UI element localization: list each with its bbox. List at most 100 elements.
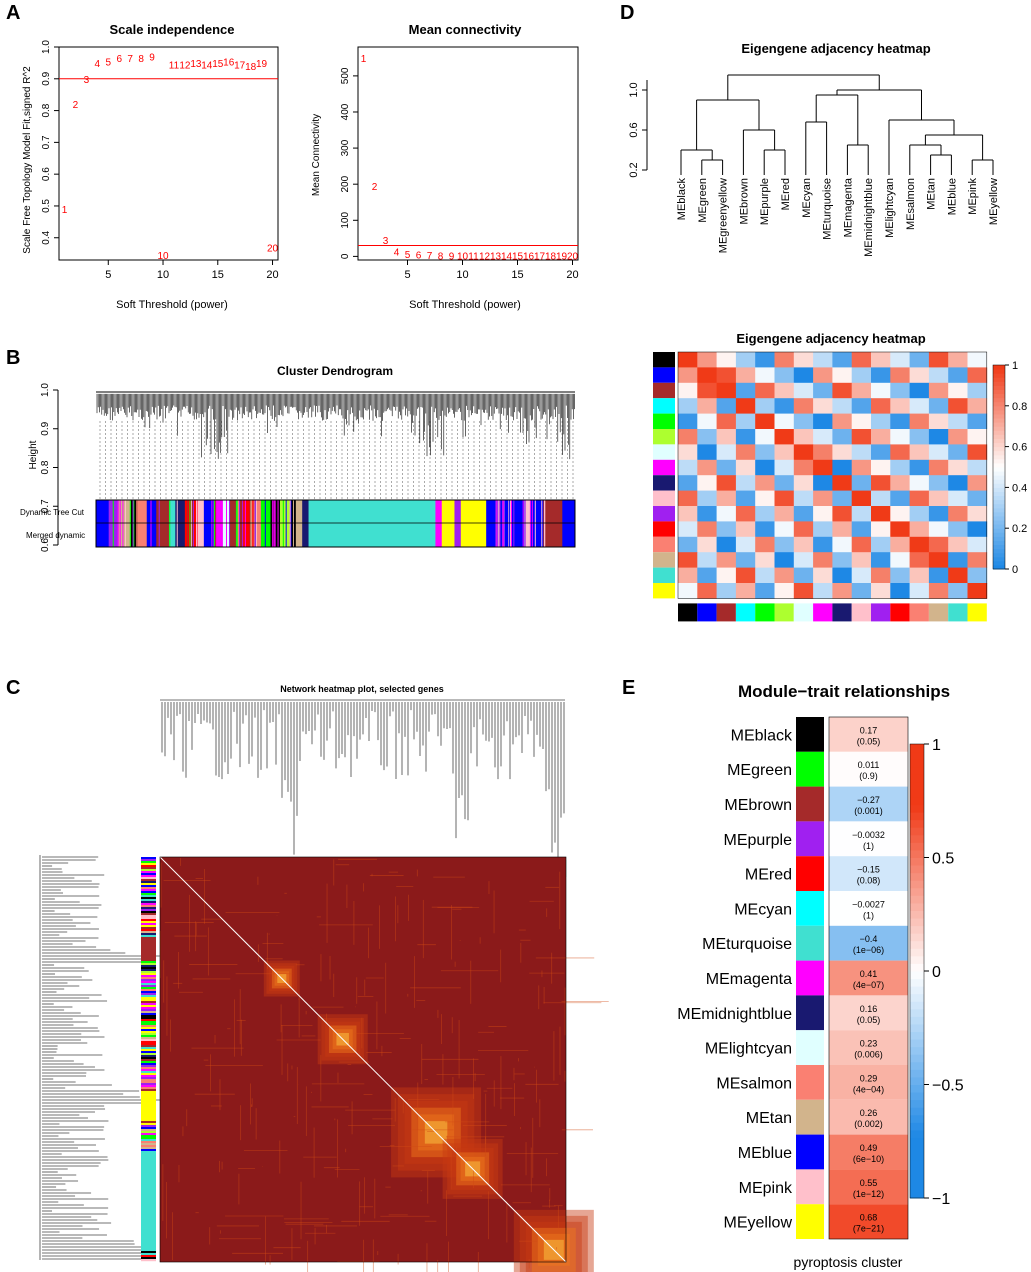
module-stripe [522,500,524,547]
heatmap-cell [851,521,872,538]
heatmap-cell [832,459,853,476]
row-color-blue [653,367,675,383]
module-color-pink [197,523,205,547]
colorbar-step [993,544,1005,550]
panel-label-c: C [6,677,21,699]
module-stripe [498,500,500,547]
module-stripe [290,500,292,547]
module-stripe [117,500,119,547]
module-color-blue [796,1134,824,1170]
module-name: MEturquoise [702,936,792,953]
colorbar-step [910,902,924,911]
correlation-value: 0.55 [860,1178,878,1188]
y-tick-label: 0.9 [41,71,52,85]
heatmap-cell [755,583,775,599]
heatmap-cell [813,459,833,476]
heatmap-cell [716,398,737,414]
colorbar-step [910,1023,924,1033]
heatmap-cell [678,475,698,491]
module-color-strip [141,1129,156,1132]
leaf-label: MEsalmon [905,178,917,230]
heatmap-cell [948,398,968,414]
module-color-strip [141,1205,156,1208]
module-color-strip [141,1169,156,1172]
heatmap-cell [928,536,949,553]
colorbar-step [910,895,924,904]
heatmap-cell [735,552,756,568]
heatmap-cell [832,367,853,384]
colorbar-step [993,401,1005,407]
heatmap-cell [735,475,756,491]
module-color-strip [141,1051,156,1054]
colorbar-step [993,385,1005,390]
colorbar-step [993,467,1005,472]
chart-title: Module−trait relationships [738,682,950,701]
heatmap-cell [851,429,872,445]
module-stripe [496,500,498,547]
correlation-value: 0.23 [860,1039,878,1049]
heatmap-cell [871,536,891,553]
colorbar-step [910,1114,924,1123]
module-stripe [272,500,274,547]
colorbar-step [910,766,924,775]
row-color-lightcyan [653,444,675,460]
y-tick-label: 400 [340,103,351,120]
module-stripe [527,500,529,547]
colorbar-step [910,857,924,866]
heatmap-cell [697,413,717,430]
correlation-cell [829,751,908,787]
heatmap-cell [967,521,988,538]
heatmap-cell [813,536,833,553]
colorbar-step [993,499,1005,505]
col-color-red [890,603,910,622]
module-stripe [190,500,192,547]
module-color-strip [141,949,156,952]
heatmap-frame [159,856,567,1263]
correlation-value: 0.011 [858,760,880,770]
p-value: (0.05) [857,736,881,746]
chart-title: Eigengene adjacency heatmap [736,331,925,346]
chart-title: Network heatmap plot, selected genes [280,684,444,694]
y-tick-label: 0.6 [628,122,640,137]
row-color-tan [653,552,675,568]
module-color-strip [141,1145,156,1148]
correlation-cell [829,995,908,1031]
y-tick-label: 0.4 [41,230,52,244]
module-stripe [264,500,266,547]
colorbar-step [910,1054,924,1063]
module-color-strip [141,909,156,912]
leaf-label: MEpink [967,178,979,215]
module-color-magenta [213,500,224,523]
module-stripe [238,500,240,547]
heatmap-cell [813,521,833,538]
module-color-strip [141,1139,156,1142]
heatmap-cell [678,552,698,568]
module-color-salmon [796,1065,824,1100]
module-stripe [112,500,114,547]
heatmap-cell [832,475,853,491]
row-color-salmon [653,536,675,553]
module-stripe [496,500,498,547]
heatmap-cell [678,459,698,476]
colorbar-frame [992,364,1006,570]
module-color-strip [141,1015,156,1018]
module-color-strip [141,925,156,928]
heatmap-cell [832,382,853,399]
col-color-purple [871,603,891,622]
heatmap-cell [716,490,737,507]
x-tick-label: 10 [456,269,468,281]
heatmap-cell [774,413,795,430]
module-stripe [250,500,252,547]
heatmap-cell [871,382,891,399]
module-color-tan [118,500,132,523]
correlation-cell [829,821,908,857]
module-color-strip [141,1249,156,1252]
heatmap-cell [851,583,872,599]
heatmap-cell [871,583,891,599]
heatmap-cell [774,583,795,599]
data-point-label: 17 [534,252,546,263]
heatmap-cell [832,583,853,599]
heatmap-cell [890,429,910,445]
colorbar-step [910,834,924,843]
data-point-label: 8 [138,54,144,65]
